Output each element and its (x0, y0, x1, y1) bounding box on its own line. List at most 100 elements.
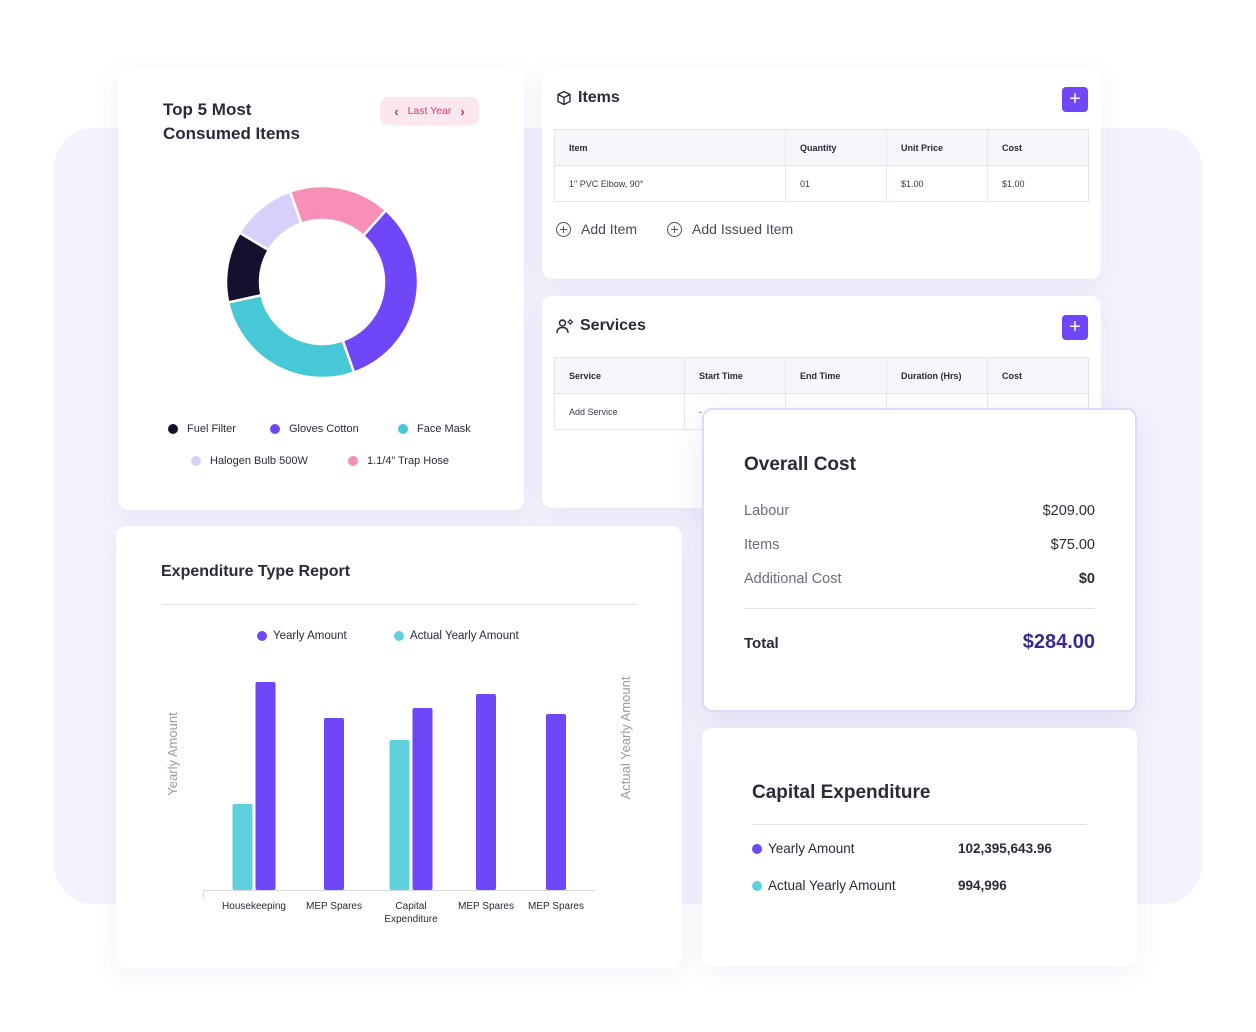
legend-label: Actual Yearly Amount (410, 630, 519, 642)
donut-slice-3[interactable] (237, 189, 303, 252)
legend-dot (168, 424, 178, 434)
legend-item: 1.1/4” Trap Hose (348, 455, 449, 467)
x-tick-label: MEP Spares (528, 901, 584, 912)
services-col-end-time: End Time (785, 357, 887, 394)
legend-dot (394, 631, 404, 641)
capital-label: Actual Yearly Amount (768, 878, 896, 893)
legend-actual-yearly-amount: Actual Yearly Amount (394, 630, 519, 642)
item-name-cell: 1" PVC Elbow, 90° (554, 165, 786, 202)
divider (752, 824, 1087, 825)
item-unit-price-cell: $1.00 (886, 165, 988, 202)
legend-item: Fuel Filter (168, 423, 236, 435)
add-issued-item-label: Add Issued Item (692, 221, 794, 237)
table-row[interactable]: 1" PVC Elbow, 90° 01 $1.00 $1.00 (554, 165, 1089, 202)
legend-label: Fuel Filter (187, 423, 236, 435)
capital-value: 994,996 (958, 878, 1007, 893)
bar-yearly-4[interactable] (546, 714, 566, 890)
item-quantity-cell: 01 (785, 165, 887, 202)
add-issued-item-link[interactable]: Add Issued Item (667, 221, 793, 237)
divider (744, 608, 1095, 609)
cost-value: $0 (1078, 571, 1095, 587)
x-tick-label: Housekeeping (222, 901, 286, 912)
cost-row-additional: Additional Cost $0 (744, 571, 1095, 587)
items-table: Item Quantity Unit Price Cost 1" PVC Elb… (554, 129, 1089, 202)
legend-label: Halogen Bulb 500W (210, 455, 308, 467)
chevron-left-icon[interactable]: ‹ (394, 103, 399, 119)
services-header: Services (556, 317, 646, 335)
legend-dot (270, 424, 280, 434)
donut-title-line1: Top 5 Most (163, 100, 252, 119)
legend-label: Gloves Cotton (289, 423, 359, 435)
capital-value: 102,395,643.96 (958, 841, 1052, 856)
capital-expenditure-title: Capital Expenditure (752, 782, 931, 803)
item-cost-cell: $1.00 (987, 165, 1089, 202)
donut-slice-2[interactable] (226, 293, 356, 380)
circle-plus-icon (667, 221, 683, 237)
plus-icon: + (1069, 316, 1081, 338)
y-axis-label: Yearly Amount (165, 712, 180, 796)
cost-value: $209.00 (1042, 503, 1095, 519)
x-tick-label: MEP Spares (306, 901, 362, 912)
legend-item: Gloves Cotton (270, 423, 359, 435)
overall-cost-card: Overall Cost Labour $209.00 Items $75.00… (702, 408, 1137, 712)
total-value: $284.00 (1022, 631, 1095, 653)
bar-actual-2[interactable] (389, 740, 410, 890)
legend-yearly-amount: Yearly Amount (257, 630, 347, 642)
services-col-service: Service (554, 357, 685, 394)
add-item-link[interactable]: Add Item (556, 221, 637, 237)
donut-card-title: Top 5 Most Consumed Items (163, 98, 343, 146)
legend-dot (398, 424, 408, 434)
capital-expenditure-card: Capital Expenditure Yearly Amount 102,39… (702, 728, 1137, 966)
items-header: Items (556, 89, 620, 107)
legend-label: Face Mask (417, 423, 471, 435)
services-col-duration: Duration (Hrs) (886, 357, 988, 394)
capital-label: Yearly Amount (768, 841, 855, 856)
x-tick-label: Capital (395, 901, 426, 912)
services-col-start-time: Start Time (684, 357, 786, 394)
cost-label: Items (744, 537, 780, 553)
divider (161, 604, 636, 605)
bar-yearly-3[interactable] (476, 694, 496, 890)
circle-plus-icon (556, 221, 571, 237)
bar-yearly-2[interactable] (412, 708, 433, 890)
box-icon (557, 90, 571, 106)
items-title: Items (578, 89, 620, 106)
items-col-item: Item (554, 129, 786, 166)
bar-yearly-1[interactable] (324, 718, 344, 890)
bar-actual-0[interactable] (232, 804, 253, 890)
items-col-cost: Cost (987, 129, 1089, 166)
legend-item: Face Mask (398, 423, 471, 435)
services-col-cost: Cost (987, 357, 1089, 394)
add-item-plus-button[interactable]: + (1062, 87, 1088, 112)
donut-title-line2: Consumed Items (163, 124, 300, 143)
services-title: Services (580, 317, 646, 334)
x-tick-label: MEP Spares (458, 901, 514, 912)
period-label: Last Year (407, 105, 452, 117)
cost-value: $75.00 (1050, 537, 1095, 553)
legend-dot (752, 843, 762, 854)
bar-yearly-0[interactable] (255, 682, 276, 890)
legend-dot (752, 880, 762, 891)
cost-row-items: Items $75.00 (744, 537, 1095, 553)
items-col-quantity: Quantity (785, 129, 887, 166)
chevron-right-icon[interactable]: › (460, 103, 465, 119)
capital-row-yearly: Yearly Amount 102,395,643.96 (752, 841, 1072, 856)
expenditure-bar-chart: Housekeeping MEP Spares Capital Expenditure… (165, 676, 633, 925)
period-selector[interactable]: ‹ Last Year › (380, 97, 479, 125)
overall-cost-title: Overall Cost (744, 454, 856, 475)
legend-label: Yearly Amount (273, 630, 347, 642)
legend-dot (257, 631, 267, 641)
add-service-cell[interactable]: Add Service (554, 393, 685, 430)
legend-label: 1.1/4” Trap Hose (367, 455, 449, 467)
cost-label: Additional Cost (744, 571, 842, 587)
items-actions: Add Item Add Issued Item (556, 221, 793, 237)
cost-label: Labour (744, 503, 790, 519)
add-item-label: Add Item (581, 221, 638, 237)
expenditure-title: Expenditure Type Report (161, 563, 351, 580)
plus-icon: + (1069, 88, 1081, 110)
expenditure-type-report-card: Expenditure Type Report Yearly Amount Ac… (116, 526, 682, 968)
legend-dot (348, 456, 358, 466)
add-service-plus-button[interactable]: + (1062, 315, 1088, 340)
donut-slice-1[interactable] (341, 208, 420, 375)
cost-row-labour: Labour $209.00 (744, 503, 1095, 519)
